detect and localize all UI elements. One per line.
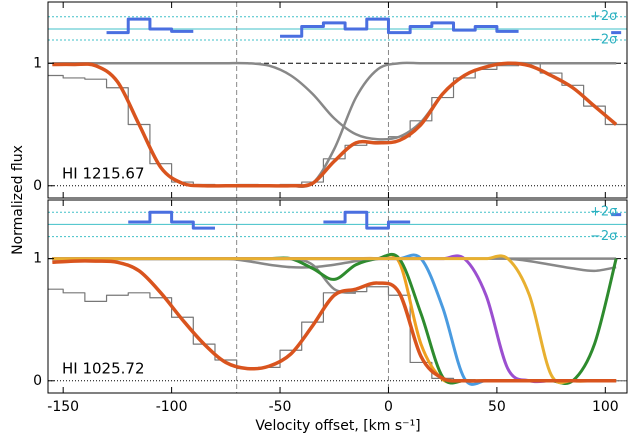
series-line [106,17,622,38]
panel-label: HI 1025.72 [62,360,145,378]
x-tick-label: -150 [47,399,79,415]
series-line [52,61,618,188]
y-tick-label: 0 [33,373,42,389]
x-tick-label: -100 [156,399,188,415]
x-tick-label: 50 [488,399,506,415]
series-line [52,256,357,295]
x-tick-label: 100 [592,399,619,415]
panel [48,2,627,198]
sigma-label: −2σ [590,32,617,47]
sigma-label: +2σ [590,9,617,24]
panel-frame [47,1,628,199]
y-axis-label: Normalized flux [10,145,26,255]
sigma-label: −2σ [590,229,617,244]
panel-frame [47,199,628,394]
panel [48,200,627,393]
x-tick-label: 0 [384,399,393,415]
series-line [128,210,622,230]
y-tick-label: 0 [33,178,42,194]
y-tick-label: 1 [33,251,42,267]
series-line [290,61,617,188]
series-line [52,61,617,141]
series-line [52,254,617,385]
series-line [52,259,617,383]
y-tick-label: 1 [33,55,42,71]
sigma-label: +2σ [590,205,617,220]
x-axis-label: Velocity offset, [km s⁻¹] [255,418,420,434]
x-tick-label: -50 [269,399,292,415]
panel-label: HI 1215.67 [62,165,145,183]
